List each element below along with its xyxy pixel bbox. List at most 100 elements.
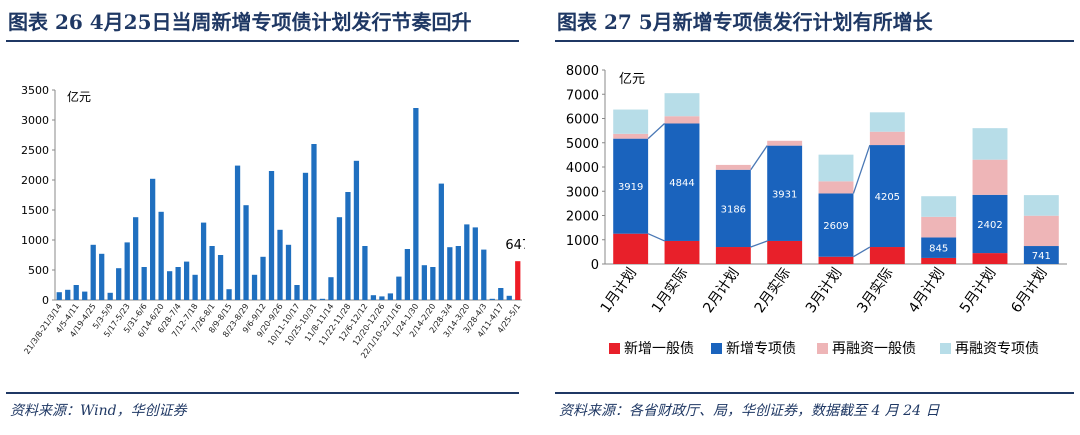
bar-segment <box>1023 215 1059 247</box>
data-label: 3931 <box>772 189 797 200</box>
left-figure: 图表 26 4月25日当周新增专项债计划发行节奏回升 0 500 1000 1500 2… <box>0 0 525 435</box>
x-tick-label: 5月计划 <box>957 265 999 316</box>
bar <box>217 255 224 300</box>
legend-label: 新增专项债 <box>726 341 796 357</box>
y-tick-label: 7000 <box>566 88 599 103</box>
bar-segment <box>613 233 649 264</box>
bar-segment <box>613 109 649 134</box>
bar <box>234 165 241 300</box>
bar <box>481 249 487 300</box>
legend-label: 再融资一般债 <box>832 341 916 357</box>
bar-segment <box>869 145 905 248</box>
connector-line <box>750 145 768 171</box>
legend-label: 再融资专项债 <box>955 341 1039 357</box>
bar-segment <box>972 128 1008 160</box>
bar <box>430 267 436 300</box>
y-tick-label: 2500 <box>21 144 49 157</box>
bar <box>438 183 444 300</box>
legend-swatch <box>940 343 951 354</box>
left-source: 资料来源：Wind，华创证券 <box>10 403 187 419</box>
bar <box>99 253 105 300</box>
legend-swatch <box>817 343 828 354</box>
bar <box>515 261 521 300</box>
y-unit-label: 亿元 <box>619 72 645 87</box>
bar-segment <box>921 257 957 264</box>
y-tick-label: 2000 <box>566 210 599 225</box>
bar-segment <box>869 131 905 146</box>
connector-line <box>647 123 665 140</box>
bar <box>268 171 275 300</box>
right-figure-title: 图表 27 5月新增专项债发行计划有所增长 <box>557 10 933 34</box>
bar-segment <box>1023 246 1059 264</box>
bar-segment <box>715 247 751 264</box>
bar <box>107 292 113 300</box>
bar-segment <box>972 194 1008 254</box>
bar <box>404 249 411 300</box>
data-label: 4844 <box>669 178 694 189</box>
y-tick-label: 1000 <box>21 234 49 247</box>
bar <box>489 298 495 300</box>
bar <box>65 289 71 300</box>
bar-segment <box>715 164 751 170</box>
bar <box>82 291 88 300</box>
x-tick-label: 6月计划 <box>1008 265 1050 316</box>
connector-line <box>647 233 665 242</box>
bar <box>133 217 139 300</box>
bar-segment <box>767 140 803 146</box>
bar <box>200 222 207 300</box>
bar <box>328 277 334 300</box>
data-label: 2609 <box>823 221 848 232</box>
bar-segment <box>972 159 1008 195</box>
bar-segment <box>921 216 957 238</box>
legend-swatch <box>609 343 620 354</box>
y-tick-label: 2000 <box>21 174 49 187</box>
left-chart-svg: 0500100015002000250030003500亿元64721/3/8-… <box>21 84 525 360</box>
bar <box>421 265 427 300</box>
connector-line <box>852 144 871 194</box>
bar <box>209 246 215 300</box>
bar <box>447 247 453 300</box>
data-label: 741 <box>1032 251 1051 262</box>
y-tick-label: 1500 <box>21 204 49 217</box>
bar <box>166 271 173 300</box>
data-label: 3919 <box>618 182 643 193</box>
bar <box>285 244 292 300</box>
bar <box>116 268 122 300</box>
y-tick-label: 8000 <box>566 64 599 79</box>
bar-segment <box>715 169 751 248</box>
right-figure: 图表 27 5月新增专项债发行计划有所增长 0 1000 2000 3000 4000 5… <box>549 0 1080 435</box>
connector-line <box>750 240 768 248</box>
legend-swatch <box>711 343 722 354</box>
bar-segment <box>818 181 854 194</box>
bar <box>158 211 164 300</box>
bar-segment <box>818 256 854 264</box>
left-source-rule <box>6 392 519 394</box>
connector-line <box>853 246 871 258</box>
bar <box>319 298 326 300</box>
bar-segment <box>664 240 700 264</box>
bar <box>353 160 360 300</box>
bar-segment <box>664 93 700 117</box>
bar-segment <box>1023 195 1059 216</box>
data-label: 2402 <box>977 220 1002 231</box>
y-tick-label: 3000 <box>21 114 49 127</box>
bar <box>387 293 394 300</box>
right-title-rule <box>555 40 1074 42</box>
bar-segment <box>613 133 649 139</box>
y-tick-label: 3500 <box>21 84 49 97</box>
bar <box>192 274 198 300</box>
bar <box>124 242 130 300</box>
bar <box>396 276 402 300</box>
x-tick-label: 3月计划 <box>803 265 845 316</box>
y-tick-label: 5000 <box>566 137 599 152</box>
left-title-rule <box>6 40 519 42</box>
left-figure-title: 图表 26 4月25日当周新增专项债计划发行节奏回升 <box>8 10 472 34</box>
bar <box>260 256 266 300</box>
data-label: 845 <box>929 244 948 255</box>
bar <box>379 296 385 300</box>
bar-segment <box>921 196 957 217</box>
x-tick-label: 2月计划 <box>700 265 742 316</box>
data-label: 4205 <box>875 192 900 203</box>
bar <box>302 172 309 300</box>
bar <box>243 205 249 300</box>
